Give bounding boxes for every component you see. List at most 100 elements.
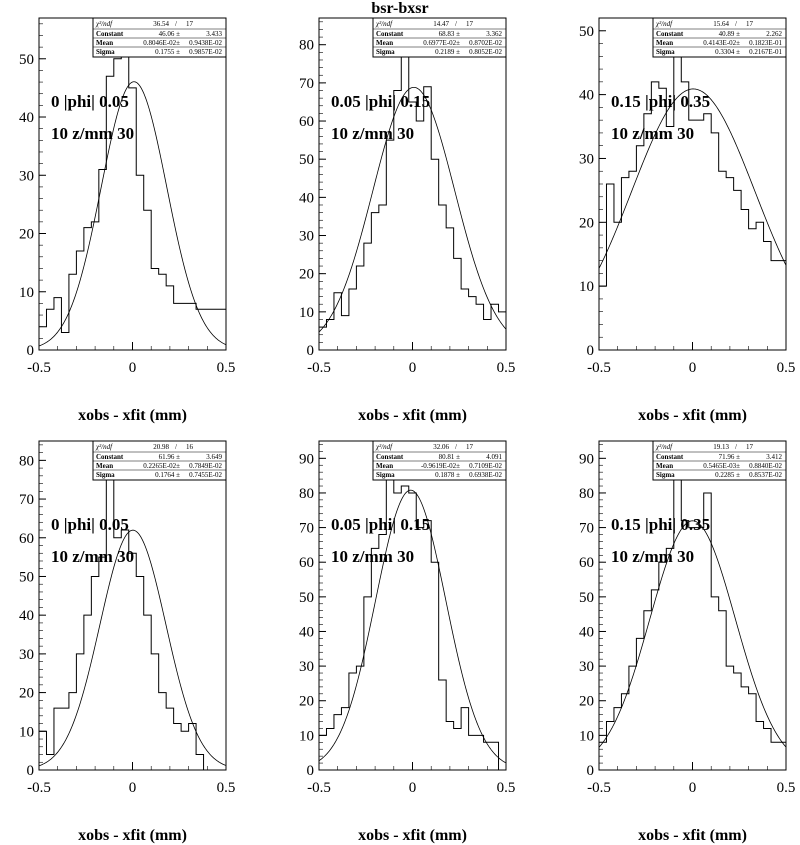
x-axis-label: xobs - xfit (mm) [78, 407, 187, 424]
stats-param-value: 0.4143E-02± [703, 39, 740, 47]
y-tick-label: 80 [19, 453, 34, 469]
stats-param-name: Mean [376, 462, 393, 470]
y-tick-label: 20 [19, 686, 34, 702]
stats-param-value: 0.2265E-02± [143, 462, 180, 470]
phi-range-annotation: 0.05 |phi| 0.15 [331, 92, 430, 111]
stats-ndf-value: 17 [466, 443, 474, 451]
stats-param-name: Constant [376, 453, 404, 461]
stats-chi2-slash: / [175, 443, 177, 451]
stats-param-value: 46.06 ± [159, 30, 181, 38]
stats-param-error: 0.9857E-02 [189, 48, 222, 56]
x-tick-label: 0 [689, 780, 697, 796]
stats-param-error: 3.412 [766, 453, 782, 461]
x-tick-label: 0 [409, 360, 417, 376]
x-tick-label: -0.5 [307, 780, 331, 796]
stats-param-name: Sigma [656, 48, 675, 56]
y-tick-label: 20 [299, 267, 314, 283]
stats-box [652, 17, 787, 58]
histogram-bars [38, 40, 227, 350]
stats-param-error: 0.2167E-01 [749, 48, 782, 56]
stats-box [372, 440, 507, 481]
stats-chi2-label: χ²/ndf [655, 20, 673, 28]
z-range-annotation: 10 z/mm 30 [611, 124, 694, 143]
z-range-annotation: 10 z/mm 30 [331, 547, 414, 566]
y-tick-label: 80 [299, 486, 314, 502]
stats-param-value: 61.96 ± [159, 453, 181, 461]
y-tick-label: 50 [299, 590, 314, 606]
stats-param-error: 0.7849E-02 [189, 462, 222, 470]
y-tick-label: 0 [587, 343, 595, 359]
stats-param-value: 68.83 ± [439, 30, 461, 38]
stats-param-value: 0.2189 ± [435, 48, 460, 56]
stats-chi2-slash: / [735, 443, 737, 451]
x-axis-label: xobs - xfit (mm) [358, 827, 467, 844]
stats-param-error: 0.7455E-02 [189, 471, 222, 479]
stats-param-value: -0.9619E-02± [421, 462, 460, 470]
y-tick-label: 20 [19, 227, 34, 243]
stats-param-value: 0.8046E-02± [143, 39, 180, 47]
histogram-bars [598, 30, 787, 350]
x-tick-label: -0.5 [27, 360, 51, 376]
y-tick-label: 0 [587, 763, 595, 779]
page-title: bsr-bxsr [371, 0, 429, 17]
stats-chi2-value: 32.06 [433, 443, 449, 451]
y-tick-label: 0 [27, 343, 35, 359]
stats-param-value: 0.1878 ± [435, 471, 460, 479]
plot-frame [598, 440, 787, 771]
x-axis-label: xobs - xfit (mm) [78, 827, 187, 844]
y-tick-label: 20 [299, 694, 314, 710]
y-tick-label: 50 [299, 152, 314, 168]
stats-ndf-value: 17 [466, 20, 474, 28]
stats-chi2-slash: / [175, 20, 177, 28]
y-tick-label: 70 [299, 521, 314, 537]
stats-param-error: 0.8702E-02 [469, 39, 502, 47]
stats-chi2-slash: / [735, 20, 737, 28]
stats-param-name: Sigma [376, 471, 395, 479]
y-tick-label: 60 [579, 555, 594, 571]
y-tick-label: 20 [579, 694, 594, 710]
y-tick-label: 80 [299, 38, 314, 54]
plot-frame [38, 440, 227, 771]
gaussian-fit-curve [38, 81, 227, 347]
x-tick-label: 0 [129, 360, 137, 376]
stats-param-error: 3.649 [206, 453, 222, 461]
stats-param-error: 0.7109E-02 [469, 462, 502, 470]
phi-range-annotation: 0.15 |phi| 0.35 [611, 515, 710, 534]
y-tick-label: 60 [299, 555, 314, 571]
stats-param-name: Constant [656, 453, 684, 461]
x-tick-label: 0.5 [777, 780, 796, 796]
y-tick-label: 30 [299, 229, 314, 245]
stats-param-error: 3.433 [206, 30, 222, 38]
stats-param-value: 0.1755 ± [155, 48, 180, 56]
stats-chi2-value: 15.64 [713, 20, 729, 28]
y-tick-label: 40 [19, 608, 34, 624]
stats-chi2-value: 36.54 [153, 20, 169, 28]
z-range-annotation: 10 z/mm 30 [51, 124, 134, 143]
gaussian-fit-curve [598, 520, 787, 748]
y-tick-label: 50 [579, 24, 594, 40]
stats-param-name: Constant [656, 30, 684, 38]
stats-param-value: 0.1764 ± [155, 471, 180, 479]
stats-param-error: 4.091 [486, 453, 502, 461]
stats-param-name: Mean [96, 39, 113, 47]
stats-chi2-label: χ²/ndf [375, 443, 393, 451]
stats-param-name: Constant [96, 30, 124, 38]
y-tick-label: 60 [299, 114, 314, 130]
x-tick-label: 0.5 [777, 360, 796, 376]
stats-param-value: 80.81 ± [439, 453, 461, 461]
z-range-annotation: 10 z/mm 30 [331, 124, 414, 143]
y-tick-label: 40 [579, 624, 594, 640]
gaussian-fit-curve [318, 86, 507, 333]
y-tick-label: 20 [579, 215, 594, 231]
y-tick-label: 10 [299, 305, 314, 321]
y-tick-label: 50 [579, 590, 594, 606]
stats-param-value: 0.2285 ± [715, 471, 740, 479]
stats-param-value: 0.5465E-03± [703, 462, 740, 470]
y-tick-label: 30 [19, 647, 34, 663]
stats-param-error: 3.362 [486, 30, 502, 38]
y-tick-label: 40 [299, 624, 314, 640]
stats-param-name: Mean [656, 39, 673, 47]
gaussian-fit-curve [598, 88, 787, 269]
x-axis-label: xobs - xfit (mm) [638, 407, 747, 424]
